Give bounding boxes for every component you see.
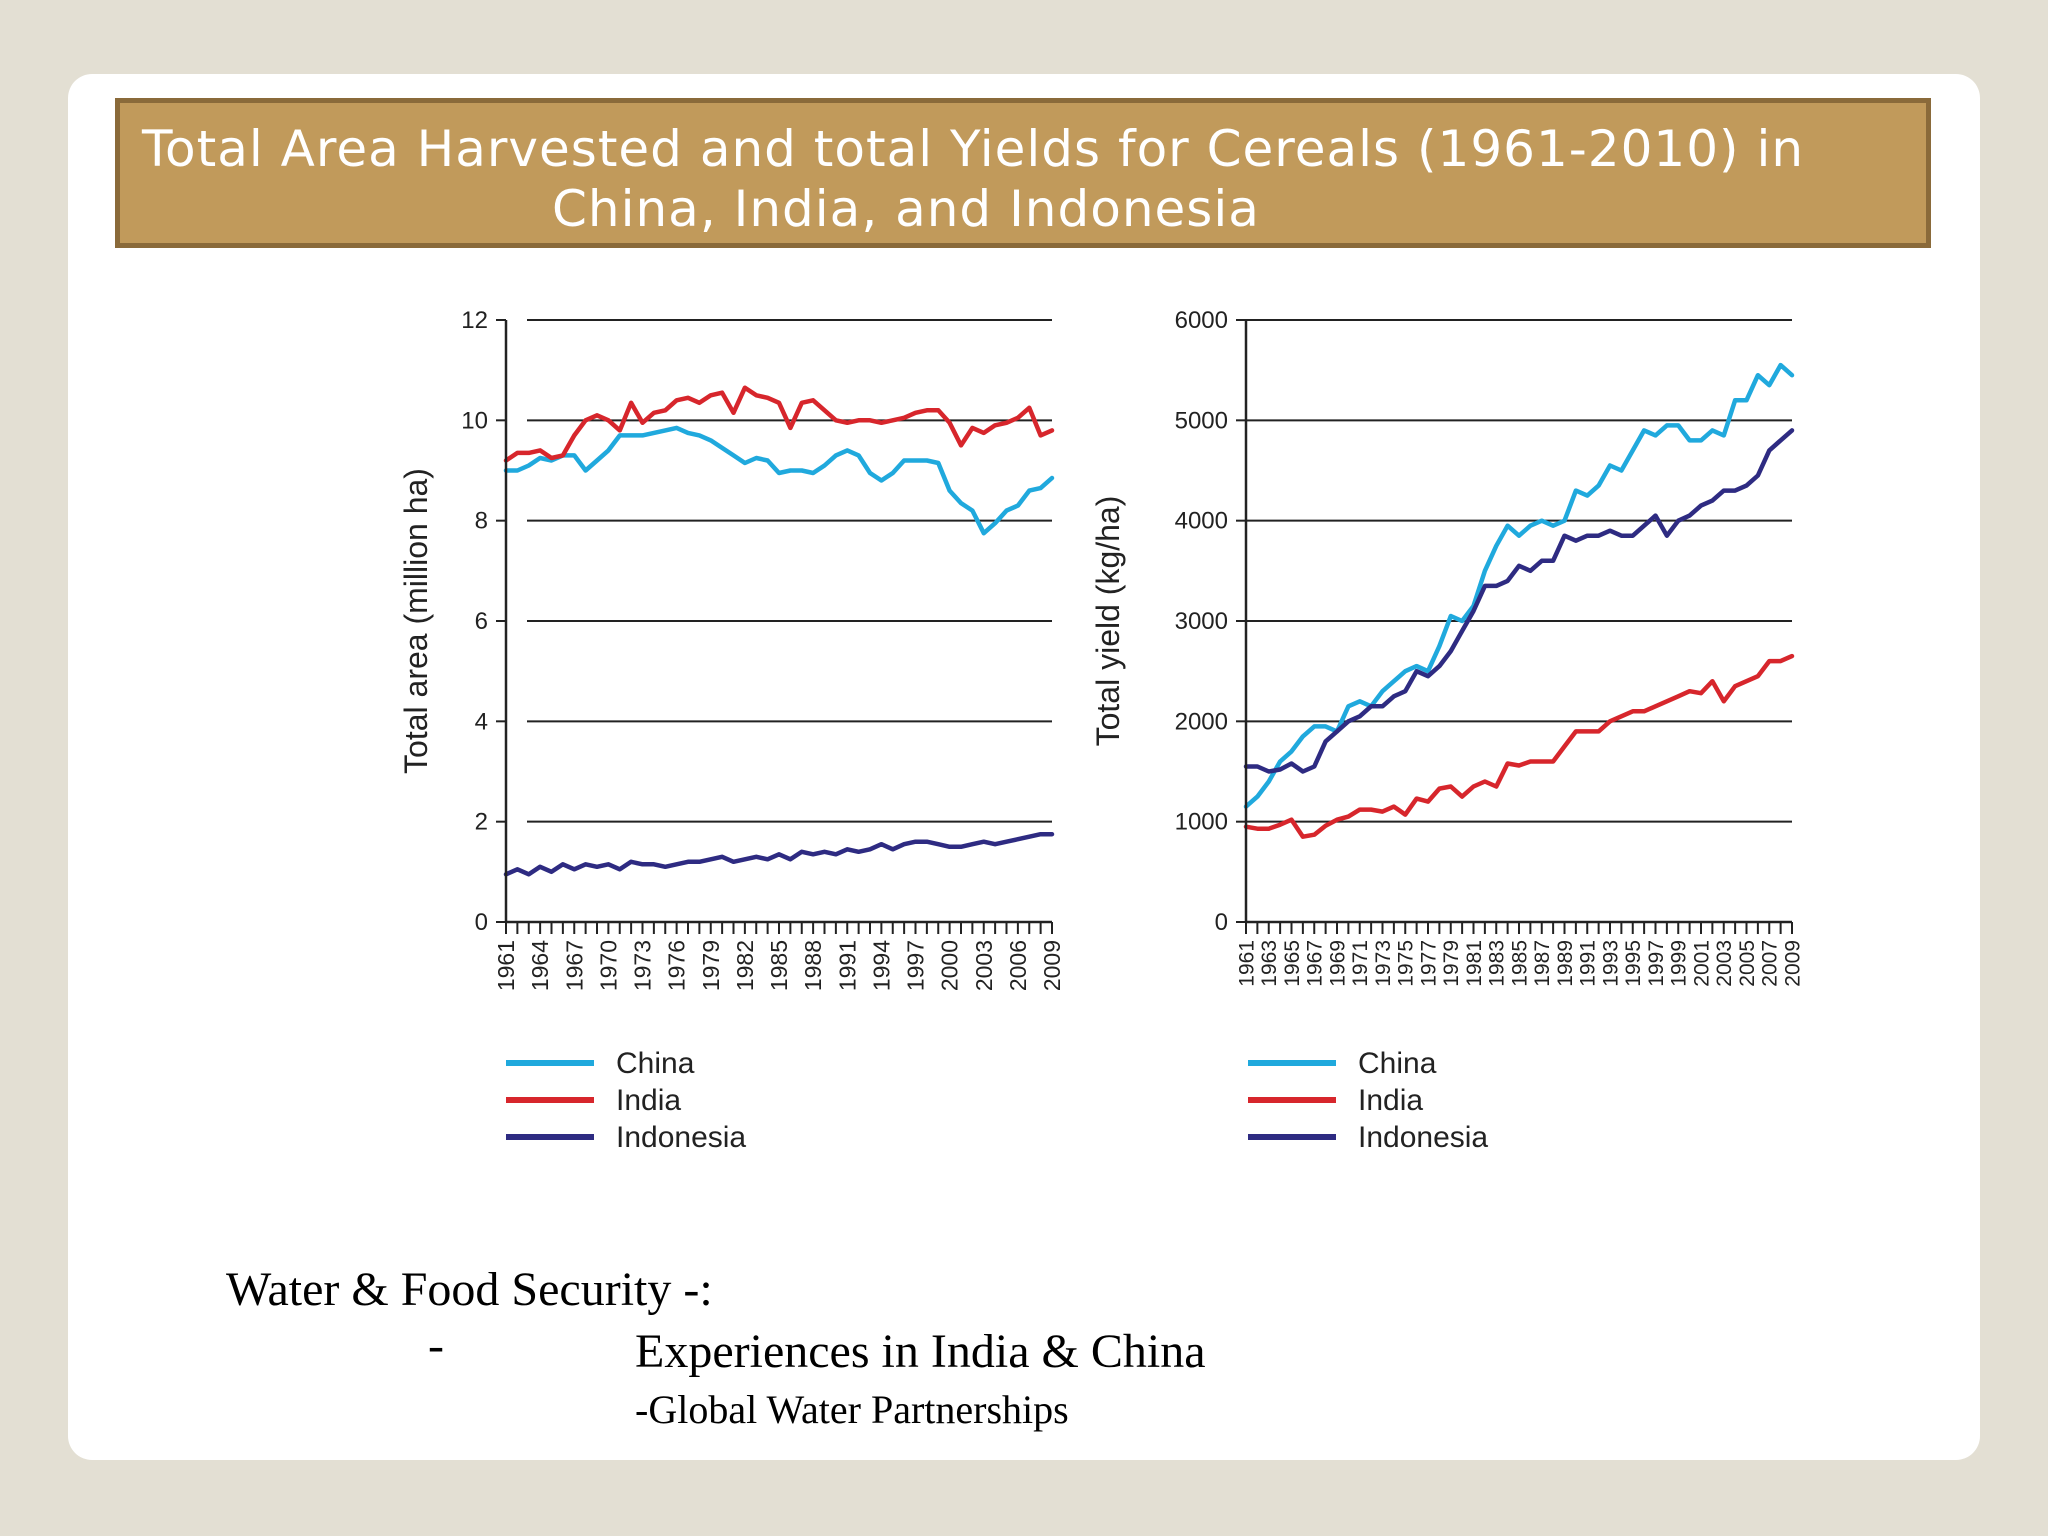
series-line-indonesia [503,831,1055,877]
x-tick-label: 1964 [527,940,553,991]
y-tick-label: 2 [475,809,488,836]
legend: China India Indonesia [506,1047,746,1154]
x-tick-label: 2001 [1690,940,1713,987]
x-tick-label: 1967 [561,940,587,991]
legend: China India Indonesia [1248,1047,1488,1154]
x-tick-label: 1961 [1235,940,1258,987]
title-banner: Total Area Harvested and total Yields fo… [115,98,1931,248]
series-lines [1243,362,1795,839]
axes: Total yield (kg/ha) [1090,319,1793,934]
x-tick-label: 1993 [1599,940,1622,987]
x-tick-label: 1988 [800,940,826,991]
x-tick-label: 1983 [1486,940,1509,987]
x-tick-label: 2006 [1005,940,1031,991]
x-tick-label: 1991 [834,940,860,991]
x-tick-label: 1979 [1440,940,1463,987]
caption-dash: - [428,1319,444,1372]
x-tick-label: 2009 [1039,940,1065,991]
caption-line-1: Water & Food Security -: [226,1263,713,1316]
x-tick-label: 1994 [868,940,894,991]
x-tick-label: 1987 [1531,940,1554,987]
y-tick-label: 0 [1215,909,1228,936]
x-tick-label: 1969 [1326,940,1349,987]
y-tick-label: 2000 [1175,708,1228,735]
legend-label-indonesia: Indonesia [1358,1121,1488,1154]
legend-label-china: China [1358,1047,1437,1080]
x-tick-label: 1963 [1258,940,1281,987]
series-line-india [1243,653,1795,839]
legend-label-china: China [616,1047,695,1080]
total-yield-chart: Total yield (kg/ha) 0 1000 2000 3000 4000 500… [1090,307,1804,1154]
x-tick-label: 1979 [698,940,724,991]
y-axis-label: Total yield (kg/ha) [1090,496,1126,747]
x-tick-label: 1975 [1395,940,1418,987]
x-tick-label: 1985 [766,940,792,991]
y-tick-label: 6000 [1175,307,1228,334]
x-tick-label: 1973 [1372,940,1395,987]
x-tick-label: 2009 [1781,940,1804,987]
y-tick-label: 12 [461,307,488,334]
x-tick-labels: 1961 1963 1965 1967 1969 1971 1973 1975 1977 1979… [1235,940,1804,987]
caption-line-3: -Global Water Partnerships [635,1387,1069,1432]
series-lines [503,385,1055,877]
x-tick-label: 1977 [1417,940,1440,987]
x-tick-label: 1989 [1554,940,1577,987]
x-tick-label: 1981 [1463,940,1486,987]
x-tick-label: 1971 [1349,940,1372,987]
x-tick-label: 2003 [971,940,997,991]
title-line-1: Total Area Harvested and total Yields fo… [142,120,1805,178]
x-tick-label: 1961 [493,940,519,991]
y-tick-labels: 0 1000 2000 3000 4000 5000 6000 [1175,307,1228,936]
series-line-indonesia [1243,428,1795,774]
axes: Total area (million ha) [398,319,1053,934]
legend-label-india: India [616,1084,681,1117]
x-tick-label: 2000 [937,940,963,991]
series-line-china [503,425,1055,536]
y-tick-label: 4000 [1175,508,1228,535]
title-line-2: China, India, and Indonesia [552,180,1260,238]
caption-line-2: Experiences in India & China [635,1325,1206,1378]
y-tick-label: 6 [475,608,488,635]
x-tick-label: 1982 [732,940,758,991]
slide-background [68,74,1980,1460]
x-tick-label: 1967 [1304,940,1327,987]
y-tick-label: 10 [461,407,488,434]
x-tick-label: 2003 [1713,940,1736,987]
x-tick-labels: 1961 1964 1967 1970 1973 1976 1979 1982 1985 1988… [493,940,1065,991]
x-tick-label: 2007 [1759,940,1782,987]
y-tick-label: 3000 [1175,608,1228,635]
legend-label-indonesia: Indonesia [616,1121,746,1154]
x-tick-label: 1985 [1508,940,1531,987]
x-tick-label: 1976 [664,940,690,991]
y-grid [527,319,1052,823]
y-tick-label: 8 [475,508,488,535]
y-tick-label: 1000 [1175,809,1228,836]
y-tick-labels: 0 2 4 6 8 10 12 [461,307,488,936]
series-line-india [503,385,1055,463]
x-tick-label: 1973 [630,940,656,991]
y-grid [1246,319,1792,823]
x-tick-label: 1970 [595,940,621,991]
x-tick-label: 2005 [1736,940,1759,987]
x-tick-label: 1965 [1281,940,1304,987]
x-tick-label: 1997 [903,940,929,991]
y-axis-label: Total area (million ha) [398,468,434,774]
y-tick-label: 0 [475,909,488,936]
y-tick-label: 4 [475,708,488,735]
x-tick-label: 1999 [1668,940,1691,987]
x-tick-label: 1995 [1622,940,1645,987]
legend-label-india: India [1358,1084,1423,1117]
y-tick-label: 5000 [1175,407,1228,434]
x-tick-label: 1997 [1645,940,1668,987]
x-tick-label: 1991 [1577,940,1600,987]
